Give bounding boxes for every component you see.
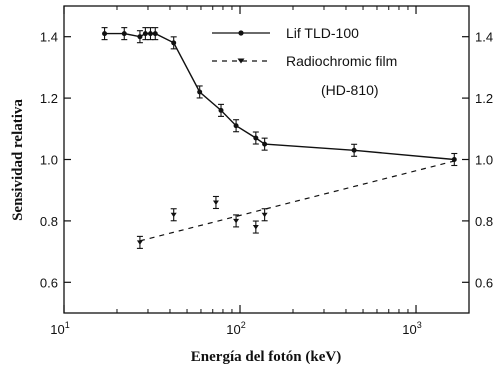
y-tick-label-right: 0.8 bbox=[475, 214, 493, 229]
data-point-film bbox=[252, 225, 259, 230]
legend-label-film: Radiochromic film bbox=[286, 53, 397, 69]
data-point-lif bbox=[218, 107, 224, 113]
x-tick-label: 102 bbox=[226, 320, 245, 337]
x-tick-label: 101 bbox=[50, 320, 69, 337]
data-point-lif bbox=[121, 31, 127, 37]
data-point-lif bbox=[137, 34, 143, 40]
series-layer bbox=[101, 27, 458, 249]
y-tick-label: 1.0 bbox=[40, 153, 58, 168]
series-line-film bbox=[139, 160, 455, 242]
y-tick-label: 0.8 bbox=[40, 214, 58, 229]
x-axis-title: Energía del fotón (keV) bbox=[191, 349, 341, 365]
data-point-film bbox=[212, 200, 219, 205]
legend: Lif TLD-100 Radiochromic film (HD-810) bbox=[212, 25, 397, 98]
y-tick-label-right: 1.4 bbox=[475, 30, 493, 45]
data-point-lif bbox=[233, 123, 239, 129]
data-point-lif bbox=[197, 89, 203, 95]
x-tick-label: 103 bbox=[402, 320, 421, 337]
data-point-lif bbox=[262, 141, 268, 147]
data-point-film bbox=[170, 212, 177, 218]
y-tick-label: 0.6 bbox=[40, 275, 58, 290]
data-point-lif bbox=[142, 31, 148, 37]
y-tick-label-right: 0.6 bbox=[475, 275, 493, 290]
data-point-lif bbox=[152, 31, 158, 37]
x-tick-label-base: 10 bbox=[50, 322, 64, 337]
data-point-lif bbox=[147, 31, 153, 37]
data-point-lif bbox=[171, 40, 177, 46]
x-tick-label-base: 10 bbox=[402, 322, 416, 337]
legend-label-lif: Lif TLD-100 bbox=[286, 25, 359, 41]
legend-marker-lif bbox=[238, 30, 244, 36]
y-tick-label-right: 1.2 bbox=[475, 91, 493, 106]
data-point-lif bbox=[253, 135, 259, 141]
legend-label-film-line2: (HD-810) bbox=[321, 82, 379, 98]
y-axis-title: Sensividad relativa bbox=[10, 99, 26, 221]
plot-frame bbox=[63, 5, 470, 314]
x-tick-label-base: 10 bbox=[226, 322, 240, 337]
x-tick-label-exponent: 2 bbox=[241, 320, 246, 330]
y-tick-label: 1.4 bbox=[40, 30, 58, 45]
data-point-film bbox=[233, 218, 240, 224]
x-tick-label-exponent: 1 bbox=[65, 320, 70, 330]
y-tick-label: 1.2 bbox=[40, 91, 58, 106]
data-point-film bbox=[136, 240, 143, 245]
legend-marker-film bbox=[237, 58, 245, 64]
x-tick-label-exponent: 3 bbox=[417, 320, 422, 330]
series-line-lif bbox=[104, 32, 455, 161]
data-point-film bbox=[261, 212, 268, 218]
data-point-lif bbox=[102, 31, 108, 37]
y-tick-label-right: 1.0 bbox=[475, 153, 493, 168]
data-point-lif bbox=[351, 147, 357, 153]
